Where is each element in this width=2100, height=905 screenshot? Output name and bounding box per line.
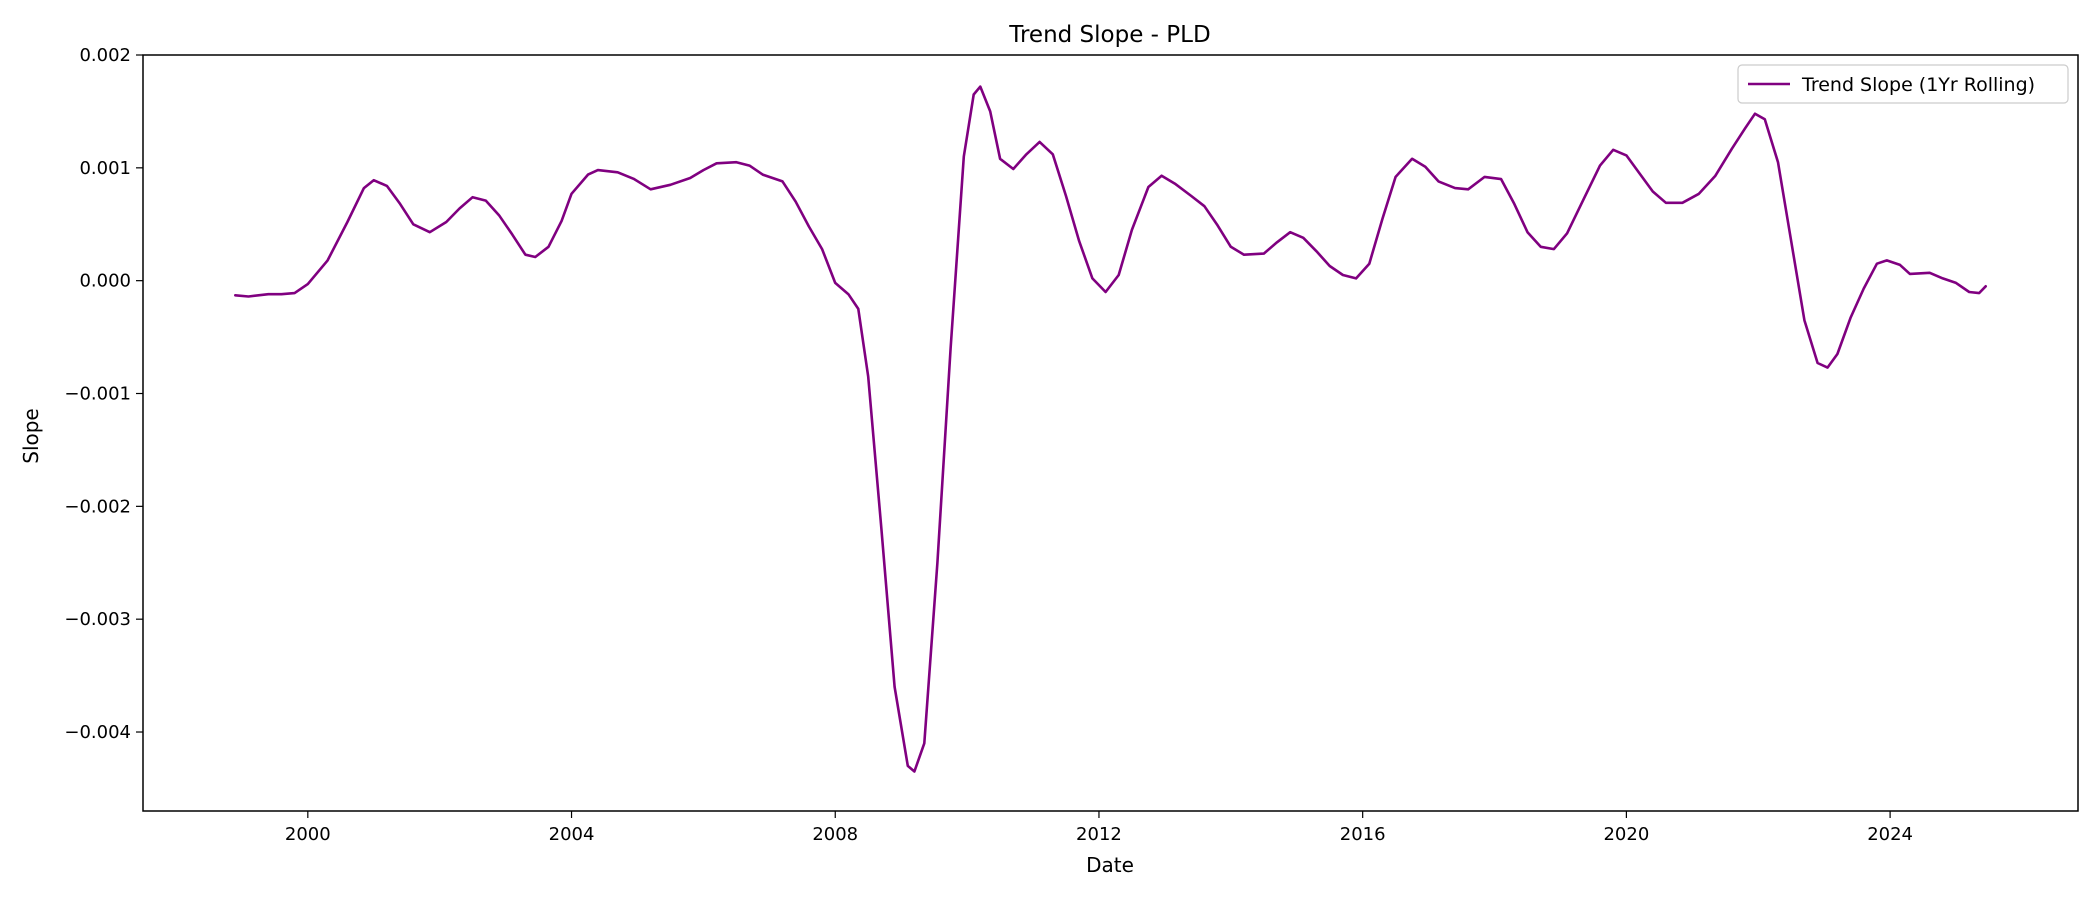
x-axis-label: Date <box>1086 853 1134 877</box>
axes: 2000 2004 2008 2012 2016 2020 2024 0.002 0.001 0.… <box>64 45 2079 845</box>
x-tick-label: 2004 <box>549 824 595 845</box>
x-tick-label: 2020 <box>1603 824 1649 845</box>
legend-box <box>1737 64 2069 104</box>
x-tick-label: 2024 <box>1867 824 1913 845</box>
x-tick-label: 2008 <box>812 824 858 845</box>
y-tick-label: −0.001 <box>64 384 131 405</box>
y-tick-label: 0.000 <box>79 271 131 292</box>
series-line-0 <box>234 85 1987 773</box>
plot-area <box>234 85 1987 773</box>
y-tick-label: −0.003 <box>64 609 131 630</box>
chart-title: Trend Slope - PLD <box>1008 22 1210 48</box>
legend-label: Trend Slope (1Yr Rolling) <box>1801 74 2035 96</box>
y-tick-label: 0.002 <box>79 45 131 66</box>
y-tick-label: −0.004 <box>64 722 131 743</box>
x-tick-label: 2016 <box>1340 824 1386 845</box>
y-axis-label: Slope <box>19 408 43 464</box>
plot-frame <box>142 54 2079 812</box>
x-tick-label: 2012 <box>1076 824 1122 845</box>
y-tick-label: 0.001 <box>79 158 131 179</box>
x-tick-label: 2000 <box>285 824 331 845</box>
y-tick-label: −0.002 <box>64 496 131 517</box>
legend: Trend Slope (1Yr Rolling) <box>1737 64 2069 104</box>
